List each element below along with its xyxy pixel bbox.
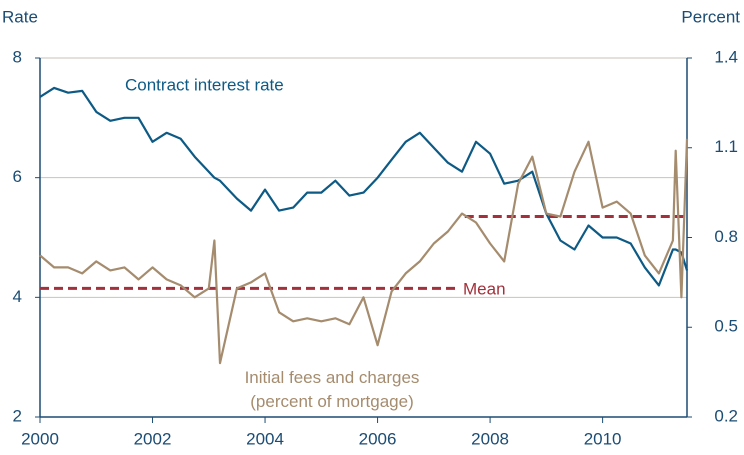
series-line — [39, 138, 689, 365]
y-tick-label: 4 — [13, 287, 22, 306]
x-tick-label: 2002 — [134, 429, 172, 448]
series-label-line: (percent of mortgage) — [250, 392, 413, 411]
x-tick-label: 2010 — [584, 429, 622, 448]
y2-tick-label: 0.5 — [714, 317, 738, 336]
y-axis-label: Rate — [2, 7, 38, 26]
y2-tick-label: 0.2 — [714, 406, 738, 425]
series-label: Initial fees and charges (percent of mort… — [245, 368, 420, 411]
x-tick-label: 2006 — [359, 429, 397, 448]
y-tick-label: 2 — [13, 406, 22, 425]
x-tick-label: 2004 — [246, 429, 284, 448]
x-tick-label: 2008 — [471, 429, 509, 448]
x-tick-label: 2000 — [21, 429, 59, 448]
y2-tick-label: 1.4 — [714, 47, 738, 66]
series-label-line: Initial fees and charges — [245, 368, 420, 387]
series-line — [39, 86, 689, 287]
y-tick-label: 6 — [13, 167, 22, 186]
y-tick-label: 8 — [13, 47, 22, 66]
y2-tick-label: 0.8 — [714, 227, 738, 246]
y2-axis-label: Percent — [681, 7, 740, 26]
series-label: Contract interest rate — [125, 75, 284, 94]
y2-tick-label: 1.1 — [714, 137, 738, 156]
mean-label: Mean — [463, 279, 506, 298]
